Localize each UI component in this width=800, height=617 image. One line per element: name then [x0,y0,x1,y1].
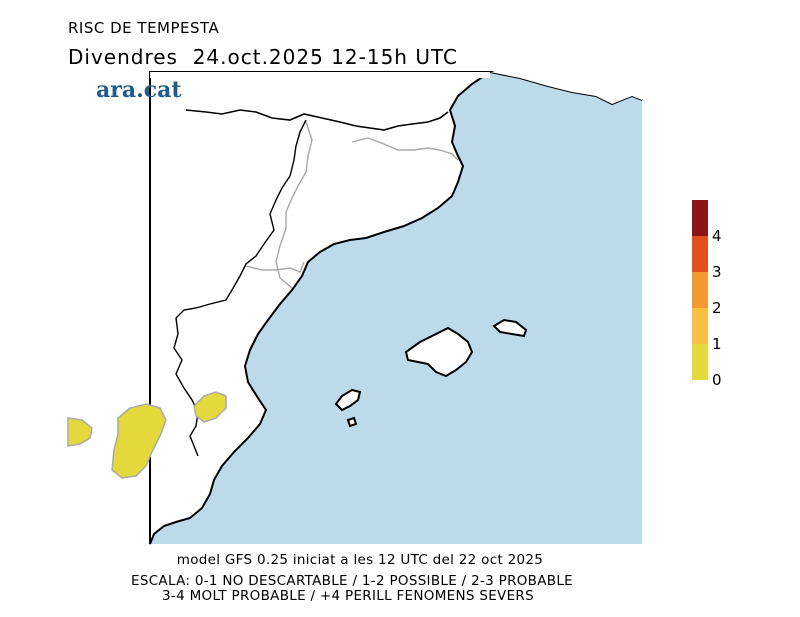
island-ibiza [334,388,362,412]
legend-swatch-4 [692,200,708,236]
island-mallorca [404,326,474,378]
legend-label-4: 4 [712,227,722,245]
legend-label-2: 2 [712,299,722,317]
legend-swatch-1 [692,308,708,344]
legend-swatch-0 [692,344,708,380]
legend-swatch-2 [692,272,708,308]
island-formentera [346,416,358,428]
risk-area-level-0 [67,417,93,447]
legend-swatch-3 [692,236,708,272]
risk-area-level-0 [193,391,227,423]
legend-label-1: 1 [712,335,722,353]
scale-description-line1: ESCALA: 0-1 NO DESCARTABLE / 1-2 POSSIBL… [131,573,573,589]
forecast-time-subtitle: Divendres 24.oct.2025 12-15h UTC [68,45,458,69]
catalonia-border [173,119,307,457]
legend-label-3: 3 [712,263,722,281]
mainland [149,71,494,545]
scale-description-line2: 3-4 MOLT PROBABLE / +4 PERILL FENOMENS S… [162,588,534,604]
risk-legend [692,200,708,380]
north-coast-fill [490,72,642,104]
france-area [150,72,490,78]
ara-cat-logo[interactable]: ara.cat [96,77,182,103]
west-land-border [185,109,449,131]
province-boundary [245,261,305,273]
map-title: RISC DE TEMPESTA [68,19,220,37]
model-info: model GFS 0.25 iniciat a les 12 UTC del … [176,552,544,568]
province-boundary [275,121,313,289]
province-boundary [351,137,459,161]
risk-area-level-0 [111,403,167,479]
legend-label-0: 0 [712,371,722,389]
island-menorca [492,318,528,338]
